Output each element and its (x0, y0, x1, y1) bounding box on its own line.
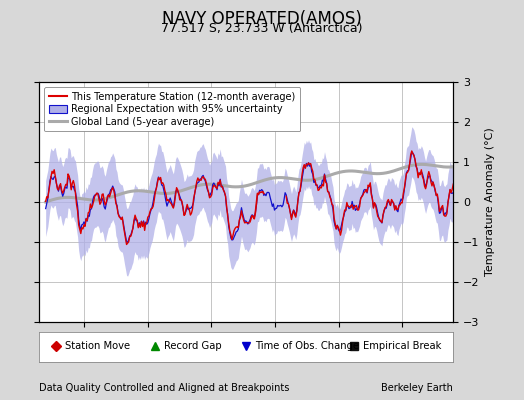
Text: Time of Obs. Change: Time of Obs. Change (255, 341, 359, 351)
Text: Berkeley Earth: Berkeley Earth (381, 383, 453, 393)
Text: Empirical Break: Empirical Break (363, 341, 441, 351)
Text: Station Move: Station Move (65, 341, 130, 351)
Text: Record Gap: Record Gap (165, 341, 222, 351)
Y-axis label: Temperature Anomaly (°C): Temperature Anomaly (°C) (485, 128, 495, 276)
Legend: This Temperature Station (12-month average), Regional Expectation with 95% uncer: This Temperature Station (12-month avera… (44, 87, 300, 132)
Text: NAVY OPERATED(AMOS): NAVY OPERATED(AMOS) (162, 10, 362, 28)
Text: 77.517 S, 23.733 W (Antarctica): 77.517 S, 23.733 W (Antarctica) (161, 22, 363, 35)
Text: Data Quality Controlled and Aligned at Breakpoints: Data Quality Controlled and Aligned at B… (39, 383, 290, 393)
